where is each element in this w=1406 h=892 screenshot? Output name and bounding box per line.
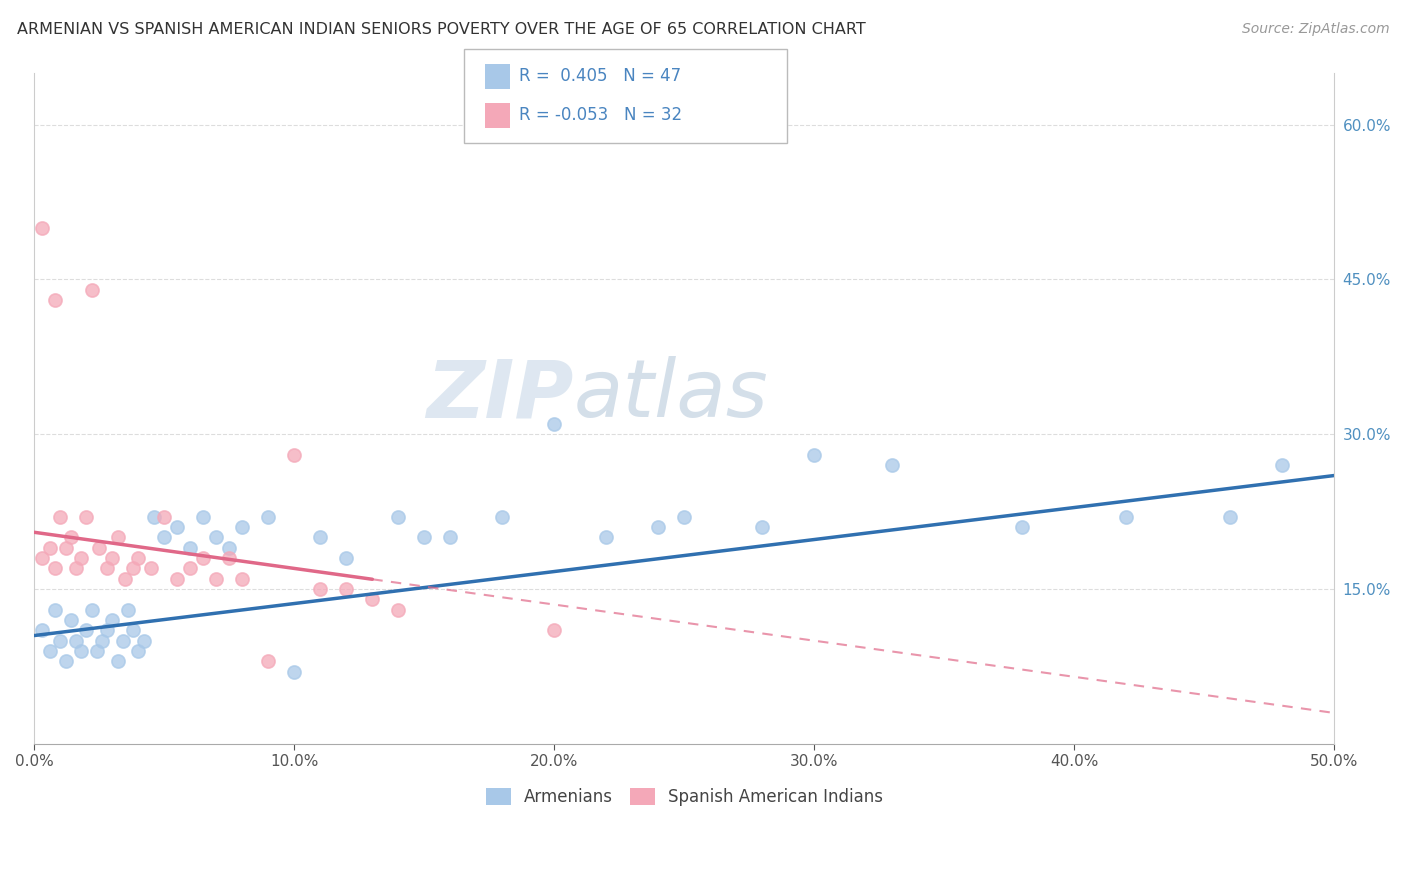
- Point: [153, 509, 176, 524]
- Point: [1011, 520, 1033, 534]
- Point: [111, 633, 134, 648]
- Point: [75, 624, 97, 638]
- Point: [387, 509, 409, 524]
- Point: [39, 541, 62, 555]
- Point: [1271, 458, 1294, 473]
- Text: R =  0.405   N = 47: R = 0.405 N = 47: [519, 68, 681, 86]
- Point: [107, 531, 129, 545]
- Point: [361, 592, 384, 607]
- Point: [70, 551, 93, 566]
- Point: [65, 633, 87, 648]
- Point: [257, 509, 280, 524]
- Point: [335, 551, 357, 566]
- Point: [75, 509, 97, 524]
- Point: [101, 551, 124, 566]
- Point: [543, 417, 565, 431]
- Point: [122, 561, 145, 575]
- Point: [309, 582, 332, 596]
- Point: [231, 572, 253, 586]
- Point: [80, 603, 103, 617]
- Point: [80, 283, 103, 297]
- Point: [595, 531, 617, 545]
- Point: [218, 541, 240, 555]
- Point: [117, 603, 139, 617]
- Point: [127, 644, 149, 658]
- Point: [31, 220, 53, 235]
- Point: [231, 520, 253, 534]
- Point: [543, 624, 565, 638]
- Point: [179, 541, 201, 555]
- Point: [55, 654, 77, 668]
- Point: [193, 509, 215, 524]
- Point: [413, 531, 436, 545]
- Point: [59, 531, 82, 545]
- Point: [127, 551, 149, 566]
- Point: [91, 633, 114, 648]
- Point: [31, 624, 53, 638]
- Point: [122, 624, 145, 638]
- Point: [89, 541, 111, 555]
- Point: [803, 448, 825, 462]
- Point: [179, 561, 201, 575]
- Point: [96, 624, 118, 638]
- Point: [96, 561, 118, 575]
- Point: [673, 509, 696, 524]
- Point: [49, 633, 72, 648]
- Point: [882, 458, 904, 473]
- Point: [491, 509, 513, 524]
- Point: [141, 561, 163, 575]
- Point: [1115, 509, 1137, 524]
- Point: [44, 603, 66, 617]
- Point: [153, 531, 176, 545]
- Point: [44, 561, 66, 575]
- Point: [166, 520, 188, 534]
- Point: [751, 520, 773, 534]
- Point: [65, 561, 87, 575]
- Point: [55, 541, 77, 555]
- Point: [439, 531, 461, 545]
- Point: [132, 633, 155, 648]
- Text: ZIP: ZIP: [426, 356, 574, 434]
- Point: [257, 654, 280, 668]
- Point: [59, 613, 82, 627]
- Text: atlas: atlas: [574, 356, 769, 434]
- Point: [49, 509, 72, 524]
- Point: [70, 644, 93, 658]
- Legend: Armenians, Spanish American Indians: Armenians, Spanish American Indians: [479, 781, 890, 813]
- Point: [107, 654, 129, 668]
- Text: R = -0.053   N = 32: R = -0.053 N = 32: [519, 105, 682, 123]
- Point: [283, 448, 305, 462]
- Point: [335, 582, 357, 596]
- Point: [205, 531, 228, 545]
- Point: [114, 572, 136, 586]
- Point: [31, 551, 53, 566]
- Point: [86, 644, 108, 658]
- Text: ARMENIAN VS SPANISH AMERICAN INDIAN SENIORS POVERTY OVER THE AGE OF 65 CORRELATI: ARMENIAN VS SPANISH AMERICAN INDIAN SENI…: [17, 22, 866, 37]
- Point: [39, 644, 62, 658]
- Point: [218, 551, 240, 566]
- Point: [647, 520, 669, 534]
- Point: [193, 551, 215, 566]
- Point: [283, 665, 305, 679]
- Point: [44, 293, 66, 307]
- Point: [166, 572, 188, 586]
- Point: [205, 572, 228, 586]
- Point: [309, 531, 332, 545]
- Point: [1219, 509, 1241, 524]
- Point: [101, 613, 124, 627]
- Text: Source: ZipAtlas.com: Source: ZipAtlas.com: [1241, 22, 1389, 37]
- Point: [142, 509, 165, 524]
- Point: [387, 603, 409, 617]
